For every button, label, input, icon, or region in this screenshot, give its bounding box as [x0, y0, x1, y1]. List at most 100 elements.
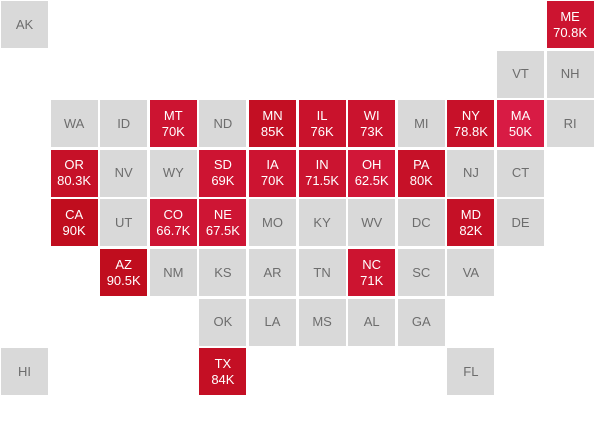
- state-abbr: VA: [462, 264, 480, 280]
- state-tile-ny: NY 78.8K: [447, 100, 495, 148]
- state-abbr: FL: [463, 363, 479, 379]
- state-value: 73K: [360, 123, 384, 139]
- state-value: 76K: [310, 123, 334, 139]
- state-abbr: RI: [563, 115, 577, 131]
- state-tile-mi: MI: [397, 100, 445, 148]
- state-value: 78.8K: [453, 123, 488, 139]
- state-tile-ok: OK: [199, 298, 247, 346]
- state-value: 70.8K: [553, 24, 588, 40]
- state-tile-al: AL: [348, 298, 396, 346]
- state-abbr: MA: [510, 107, 531, 123]
- state-tile-ar: AR: [249, 249, 296, 296]
- state-abbr: IN: [315, 157, 329, 173]
- state-value: 71K: [360, 272, 384, 288]
- state-tile-co: CO 66.7K: [149, 199, 197, 247]
- state-abbr: AL: [363, 314, 380, 330]
- state-tile-id: ID: [100, 100, 148, 148]
- state-tile-ms: MS: [298, 298, 346, 346]
- state-abbr: WY: [162, 165, 184, 181]
- state-abbr: MN: [262, 107, 283, 123]
- state-value: 90.5K: [106, 272, 141, 288]
- state-abbr: PA: [413, 157, 430, 173]
- state-abbr: LA: [264, 314, 281, 330]
- state-tile-nv: NV: [100, 149, 148, 197]
- state-abbr: MO: [262, 214, 283, 230]
- state-abbr: NY: [461, 107, 480, 123]
- state-abbr: WI: [363, 107, 380, 123]
- state-tile-ks: KS: [199, 249, 247, 296]
- state-abbr: TN: [313, 264, 331, 280]
- state-abbr: SD: [213, 157, 232, 173]
- state-abbr: VT: [512, 66, 529, 82]
- state-abbr: HI: [18, 363, 31, 379]
- state-abbr: WA: [63, 115, 85, 131]
- state-abbr: AR: [263, 264, 282, 280]
- state-tile-mt: MT 70K: [149, 100, 197, 148]
- state-tile-ca: CA 90K: [50, 199, 98, 247]
- state-tile-wy: WY: [149, 149, 197, 197]
- state-tile-ga: GA: [397, 298, 445, 346]
- state-tile-ut: UT: [100, 199, 148, 247]
- state-tile-il: IL 76K: [298, 100, 346, 148]
- state-tile-wi: WI 73K: [348, 100, 396, 148]
- state-abbr: AK: [15, 16, 34, 32]
- state-tile-nd: ND: [199, 100, 247, 148]
- state-value: 70K: [161, 123, 185, 139]
- state-abbr: GA: [411, 314, 431, 330]
- state-value: 71.5K: [305, 173, 340, 189]
- state-tile-hi: HI: [1, 348, 48, 396]
- state-tile-dc: DC: [397, 199, 445, 247]
- state-tile-nh: NH: [546, 50, 594, 98]
- state-abbr: IL: [316, 107, 328, 123]
- state-value: 50K: [508, 123, 533, 139]
- state-value: 66.7K: [156, 222, 191, 238]
- state-abbr: IA: [266, 157, 279, 173]
- state-abbr: MS: [312, 314, 332, 330]
- state-abbr: TX: [214, 355, 232, 371]
- state-tile-vt: VT: [497, 50, 544, 98]
- state-abbr: NM: [163, 264, 184, 280]
- state-abbr: KS: [214, 264, 232, 280]
- state-abbr: DE: [511, 214, 530, 230]
- state-value: 62.5K: [354, 173, 389, 189]
- state-abbr: KY: [313, 214, 331, 230]
- state-tile-mo: MO: [249, 199, 296, 247]
- state-abbr: ME: [560, 8, 580, 24]
- state-abbr: MD: [460, 206, 481, 222]
- state-abbr: CO: [163, 206, 184, 222]
- state-tile-fl: FL: [447, 348, 495, 396]
- state-value: 85K: [260, 123, 285, 139]
- state-abbr: OR: [64, 157, 84, 173]
- state-tile-sc: SC: [397, 249, 445, 296]
- state-value: 80K: [409, 173, 433, 189]
- state-tile-ak: AK: [1, 1, 48, 48]
- state-tile-in: IN 71.5K: [298, 149, 346, 197]
- state-abbr: NJ: [462, 165, 479, 181]
- state-tile-de: DE: [497, 199, 544, 247]
- state-value: 90K: [62, 222, 86, 238]
- state-abbr: DC: [411, 214, 431, 230]
- state-abbr: MT: [163, 107, 183, 123]
- state-abbr: NE: [213, 206, 232, 222]
- state-abbr: MI: [414, 115, 429, 131]
- state-tile-ne: NE 67.5K: [199, 199, 247, 247]
- state-tile-pa: PA 80K: [397, 149, 445, 197]
- state-abbr: UT: [115, 214, 133, 230]
- state-value: 82K: [459, 222, 483, 238]
- state-abbr: SC: [412, 264, 431, 280]
- state-tile-la: LA: [249, 298, 296, 346]
- state-tile-wa: WA: [50, 100, 98, 148]
- state-tile-me: ME 70.8K: [546, 1, 594, 48]
- state-tile-nj: NJ: [447, 149, 495, 197]
- state-value: 80.3K: [57, 173, 92, 189]
- state-abbr: CA: [65, 206, 84, 222]
- state-tile-az: AZ 90.5K: [100, 249, 148, 296]
- state-tile-md: MD 82K: [447, 199, 495, 247]
- state-tile-sd: SD 69K: [199, 149, 247, 197]
- state-tile-va: VA: [447, 249, 495, 296]
- state-tile-mn: MN 85K: [249, 100, 296, 148]
- state-tile-tn: TN: [298, 249, 346, 296]
- state-value: 84K: [211, 371, 235, 387]
- state-abbr: NV: [114, 165, 133, 181]
- state-value: 70K: [260, 173, 285, 189]
